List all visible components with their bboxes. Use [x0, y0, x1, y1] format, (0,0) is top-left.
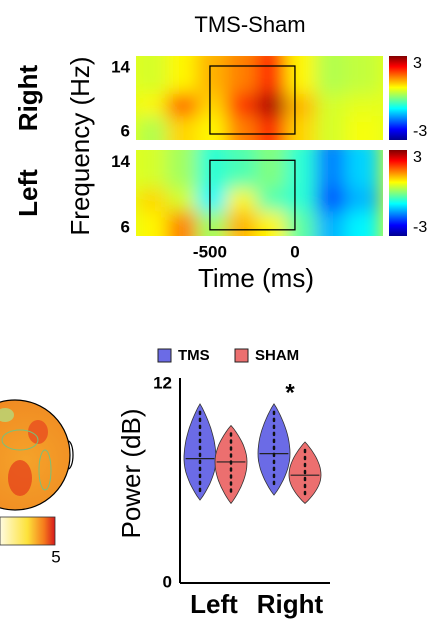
- heatmap-cell: [286, 42, 321, 94]
- colorbar: [389, 56, 407, 140]
- heatmap-cells: [137, 136, 380, 256]
- row-label: Right: [13, 64, 43, 131]
- heatmap-cell: [167, 136, 202, 189]
- legend-label: SHAM: [255, 347, 299, 364]
- colorbar-tick-label: 3: [413, 55, 422, 72]
- heatmap-cell: [197, 42, 232, 94]
- y-axis-label: Power (dB): [116, 408, 146, 538]
- y-tick-label: 14: [111, 57, 130, 76]
- legend-label: TMS: [178, 347, 210, 364]
- y-tick-label: 0: [163, 572, 172, 591]
- x-tick-label: Left: [190, 589, 238, 619]
- heatmap-cell: [227, 136, 262, 189]
- legend-swatch: [235, 349, 248, 362]
- y-tick-label: 14: [111, 152, 130, 171]
- heatmap-cell: [227, 42, 262, 94]
- heatmap: [136, 42, 383, 160]
- colorbar-tick-label: 3: [413, 149, 422, 166]
- heatmap-cells: [137, 42, 380, 160]
- x-tick-label: Right: [257, 589, 324, 619]
- colorbar-tick-label: 5: [51, 547, 60, 566]
- colorbar-tick-label: -3: [413, 123, 427, 140]
- heatmap-cell: [137, 136, 172, 189]
- heatmap-cell: [137, 42, 172, 94]
- y-tick-label: 6: [121, 121, 130, 140]
- x-tick-label: 0: [290, 242, 299, 261]
- heatmap-cell: [256, 42, 291, 94]
- colorbar: [389, 150, 407, 236]
- title: TMS-Sham: [194, 12, 305, 37]
- heatmap-cell: [316, 136, 351, 189]
- heatmap-cell: [167, 42, 202, 94]
- annotation: *: [285, 379, 295, 406]
- topomap: [0, 400, 73, 545]
- row-label: Left: [13, 169, 43, 217]
- y-tick-label: 12: [153, 373, 172, 392]
- y-tick-label: 6: [121, 217, 130, 236]
- heatmap-cell: [197, 136, 232, 189]
- heatmap-cell: [346, 42, 381, 94]
- colorbar-tick-label: -3: [413, 219, 427, 236]
- x-axis-label: Time (ms): [198, 263, 314, 293]
- y-axis-label: Frequency (Hz): [65, 56, 95, 235]
- heatmap-cell: [256, 136, 291, 189]
- heatmap-cell: [316, 42, 351, 94]
- legend-swatch: [158, 349, 171, 362]
- heatmap-cell: [346, 136, 381, 189]
- heatmap: [136, 136, 383, 256]
- heatmap-cell: [286, 136, 321, 189]
- x-tick-label: -500: [193, 242, 227, 261]
- figure: TMS-Sham Frequency (Hz) Time (ms) Right 6 14 -…: [0, 0, 437, 629]
